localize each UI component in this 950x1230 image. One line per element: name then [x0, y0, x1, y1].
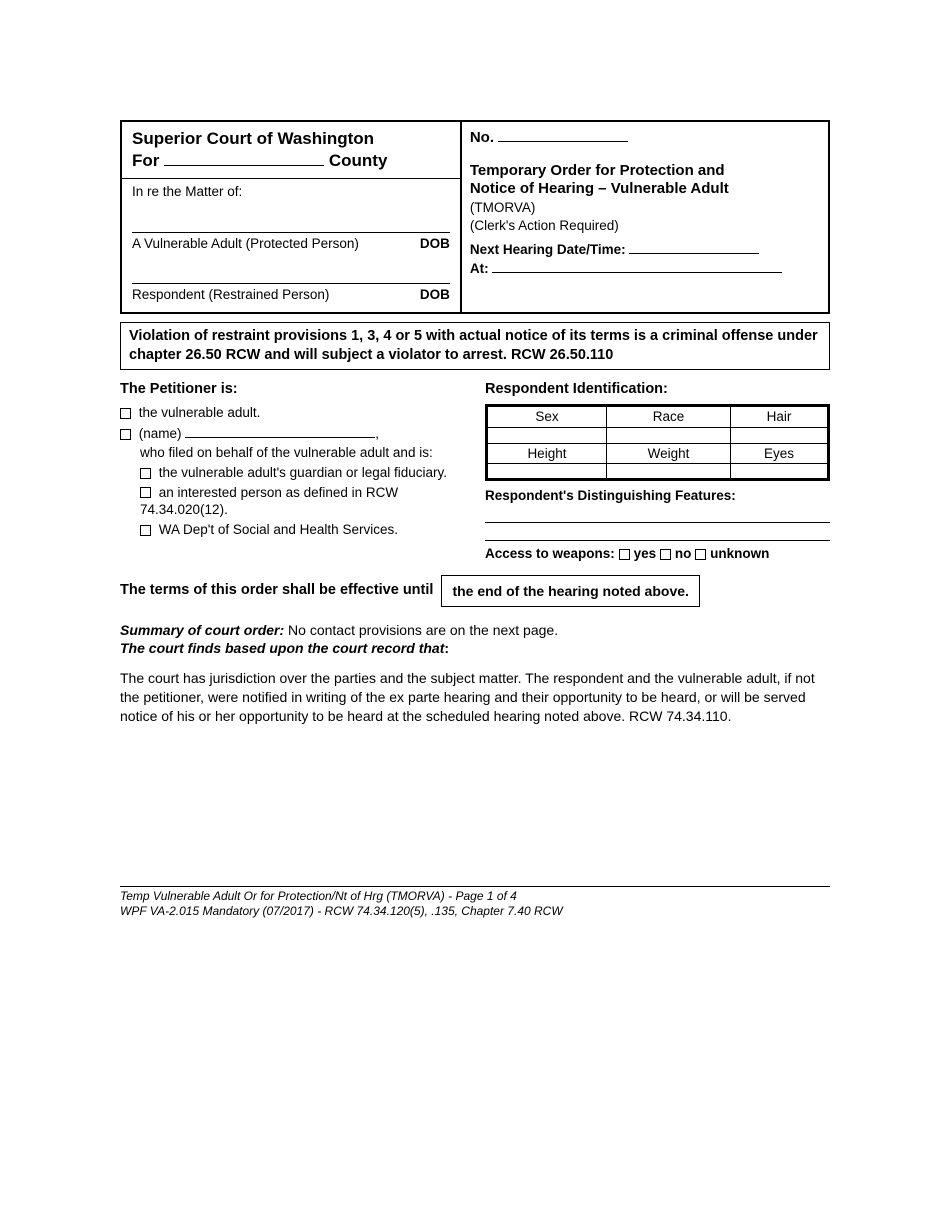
at-row: At: [470, 259, 820, 278]
weight-value[interactable] [606, 464, 730, 480]
checkbox-weapons-yes[interactable] [619, 549, 630, 560]
order-title-2: Notice of Hearing – Vulnerable Adult [470, 180, 820, 199]
dist-features-blank-1[interactable] [485, 507, 830, 523]
respondent-id-column: Respondent Identification: Sex Race Hair… [485, 380, 830, 563]
court-name: Superior Court of Washington [132, 128, 450, 150]
court-title-block: Superior Court of Washington For County [122, 122, 460, 179]
opt1-text: the vulnerable adult. [139, 405, 261, 420]
two-column-section: The Petitioner is: the vulnerable adult.… [120, 380, 830, 563]
race-value[interactable] [606, 427, 730, 443]
dob-label-2: DOB [420, 286, 450, 304]
checkbox-wa-dshs[interactable] [140, 525, 151, 536]
protected-person-row: A Vulnerable Adult (Protected Person) DO… [132, 235, 450, 253]
dist-features-label: Respondent's Distinguishing Features: [485, 487, 830, 505]
checkbox-weapons-no[interactable] [660, 549, 671, 560]
petitioner-sub3: WA Dep't of Social and Health Services. [120, 521, 465, 539]
sex-header: Sex [487, 406, 607, 428]
opt2-prefix: (name) [139, 426, 182, 441]
respondent-id-table: Sex Race Hair Height Weight Eyes [485, 404, 830, 481]
id-value-row-1 [487, 427, 829, 443]
county-line: For County [132, 150, 450, 172]
checkbox-weapons-unknown[interactable] [695, 549, 706, 560]
weight-header: Weight [606, 443, 730, 464]
next-hearing-blank[interactable] [629, 240, 759, 254]
eyes-value[interactable] [731, 464, 829, 480]
summary-text: No contact provisions are on the next pa… [288, 622, 558, 638]
footer-line-1: Temp Vulnerable Adult Or for Protection/… [120, 889, 830, 905]
sub3-text: WA Dep't of Social and Health Services. [159, 522, 398, 537]
name-blank[interactable] [185, 424, 375, 438]
sub2-text: an interested person as defined in RCW 7… [140, 485, 398, 518]
checkbox-vulnerable-adult[interactable] [120, 408, 131, 419]
respondent-blank[interactable] [132, 266, 450, 284]
height-header: Height [487, 443, 607, 464]
petitioner-opt2: (name) , [120, 424, 465, 443]
height-value[interactable] [487, 464, 607, 480]
dist-features-blank-2[interactable] [485, 525, 830, 541]
clerk-action-label: (Clerk's Action Required) [470, 217, 820, 235]
order-title-1: Temporary Order for Protection and [470, 162, 820, 181]
footer-line-2: WPF VA-2.015 Mandatory (07/2017) - RCW 7… [120, 904, 830, 920]
weapons-row: Access to weapons: yes no unknown [485, 545, 830, 563]
case-no-label: No. [470, 129, 494, 146]
opt2-continuation: who filed on behalf of the vulnerable ad… [120, 444, 465, 462]
petitioner-sub2: an interested person as defined in RCW 7… [120, 484, 465, 519]
eyes-header: Eyes [731, 443, 829, 464]
order-title: Temporary Order for Protection and Notic… [470, 162, 820, 200]
next-hearing-label: Next Hearing Date/Time: [470, 242, 626, 257]
id-header-row-2: Height Weight Eyes [487, 443, 829, 464]
hair-header: Hair [731, 406, 829, 428]
matter-label: In re the Matter of: [132, 183, 450, 201]
header-left-cell: Superior Court of Washington For County … [121, 121, 461, 313]
page-footer: Temp Vulnerable Adult Or for Protection/… [120, 886, 830, 920]
race-header: Race [606, 406, 730, 428]
court-finds-label: The court finds based upon the court rec… [120, 640, 444, 656]
sub1-text: the vulnerable adult's guardian or legal… [159, 465, 447, 480]
hearing-info: Next Hearing Date/Time: [470, 240, 820, 259]
protected-person-blank[interactable] [132, 215, 450, 233]
respondent-id-heading: Respondent Identification: [485, 380, 830, 399]
header-right-cell: No. Temporary Order for Protection and N… [461, 121, 829, 313]
checkbox-guardian[interactable] [140, 468, 151, 479]
body-paragraph: The court has jurisdiction over the part… [120, 669, 830, 726]
effective-box: the end of the hearing noted above. [441, 575, 699, 607]
county-label: County [329, 151, 388, 170]
header-table: Superior Court of Washington For County … [120, 120, 830, 314]
summary-label: Summary of court order: [120, 622, 284, 638]
unknown-label: unknown [710, 546, 769, 561]
for-label: For [132, 151, 159, 170]
petitioner-opt1: the vulnerable adult. [120, 404, 465, 422]
no-label: no [675, 546, 692, 561]
at-label: At [470, 261, 484, 276]
yes-label: yes [634, 546, 657, 561]
sex-value[interactable] [487, 427, 607, 443]
checkbox-name[interactable] [120, 429, 131, 440]
effective-label: The terms of this order shall be effecti… [120, 581, 433, 600]
effective-row: The terms of this order shall be effecti… [120, 575, 830, 607]
id-value-row-2 [487, 464, 829, 480]
petitioner-list: the vulnerable adult. (name) , who filed… [120, 404, 465, 538]
petitioner-column: The Petitioner is: the vulnerable adult.… [120, 380, 465, 563]
petitioner-sub1: the vulnerable adult's guardian or legal… [120, 464, 465, 482]
dob-label-1: DOB [420, 235, 450, 253]
case-no-blank[interactable] [498, 128, 628, 142]
warning-box: Violation of restraint provisions 1, 3, … [120, 322, 830, 370]
matter-section: In re the Matter of: A Vulnerable Adult … [122, 179, 460, 312]
county-blank[interactable] [164, 152, 324, 166]
weapons-label: Access to weapons: [485, 546, 615, 561]
respondent-row: Respondent (Restrained Person) DOB [132, 286, 450, 304]
case-no-row: No. [470, 128, 820, 148]
petitioner-heading: The Petitioner is: [120, 380, 465, 399]
id-header-row-1: Sex Race Hair [487, 406, 829, 428]
summary-section: Summary of court order: No contact provi… [120, 621, 830, 657]
protected-person-label: A Vulnerable Adult (Protected Person) [132, 235, 359, 253]
checkbox-interested-person[interactable] [140, 487, 151, 498]
hair-value[interactable] [731, 427, 829, 443]
at-blank[interactable] [492, 259, 782, 273]
tmorva-label: (TMORVA) [470, 199, 820, 217]
respondent-label: Respondent (Restrained Person) [132, 286, 329, 304]
